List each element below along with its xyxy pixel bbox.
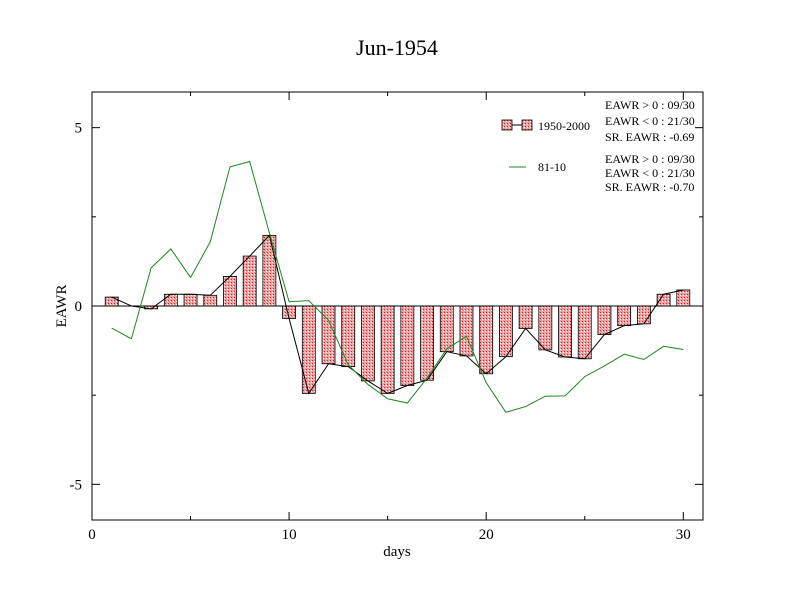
bar-day-17: [420, 305, 434, 381]
bar-day-6: [203, 294, 218, 307]
legend-bar-swatch-left: [501, 119, 513, 131]
bar-day-24: [558, 305, 572, 358]
legend: 1950-2000 81-10 EAWR > 0 : 09/30 EAWR < …: [501, 98, 695, 194]
x-tick-label-0: 0: [88, 527, 96, 543]
chart-title: Jun-1954: [356, 35, 438, 60]
bar-day-23: [538, 305, 553, 351]
bar-day-16: [400, 305, 415, 386]
bar-day-14: [361, 305, 375, 382]
bar-day-28: [636, 305, 651, 325]
bar-day-19: [459, 305, 474, 357]
stat-8110-sr: SR. EAWR : -0.70: [605, 180, 694, 194]
bar-day-5: [183, 293, 198, 307]
bar-day-20: [479, 305, 494, 375]
axis-ticks: 0 10 20 30 5 0 -5: [70, 92, 703, 543]
bar-day-27: [617, 305, 632, 327]
bar-day-25: [577, 305, 592, 360]
bar-day-8: [242, 255, 257, 307]
stat-1950-neg: EAWR < 0 : 21/30: [605, 114, 695, 128]
bar-day-12: [321, 305, 336, 365]
legend-label-81-10: 81-10: [538, 160, 566, 174]
bar-day-9: [262, 234, 277, 307]
stat-1950-pos: EAWR > 0 : 09/30: [605, 98, 695, 112]
stat-8110-neg: EAWR < 0 : 21/30: [605, 166, 695, 180]
bar-day-15: [380, 305, 395, 394]
legend-label-1950-2000: 1950-2000: [538, 119, 590, 133]
bar-connector-line: [111, 234, 684, 395]
bar-day-26: [597, 305, 612, 335]
x-tick-label-10: 10: [282, 527, 297, 543]
stat-8110-pos: EAWR > 0 : 09/30: [605, 152, 695, 166]
y-tick-label--5: -5: [70, 477, 83, 493]
legend-bar-swatch-right: [521, 119, 533, 131]
bar-day-1: [104, 296, 119, 307]
x-axis-label: days: [383, 544, 411, 560]
x-tick-label-20: 20: [479, 527, 494, 543]
bar-day-4: [163, 293, 178, 307]
bar-day-13: [341, 305, 356, 368]
series-81-10-line: [111, 160, 684, 413]
y-tick-label-0: 0: [75, 299, 83, 315]
bar-series: [104, 234, 691, 394]
bar-day-18: [439, 305, 454, 353]
bar-day-22: [518, 305, 533, 329]
bar-day-21: [499, 305, 513, 358]
y-axis-label: EAWR: [54, 285, 70, 328]
y-tick-label-5: 5: [75, 121, 83, 137]
stat-1950-sr: SR. EAWR : -0.69: [605, 130, 694, 144]
x-tick-label-30: 30: [676, 527, 691, 543]
bar-day-29: [656, 293, 671, 307]
bar-day-30: [676, 289, 691, 307]
bar-day-11: [301, 305, 316, 394]
